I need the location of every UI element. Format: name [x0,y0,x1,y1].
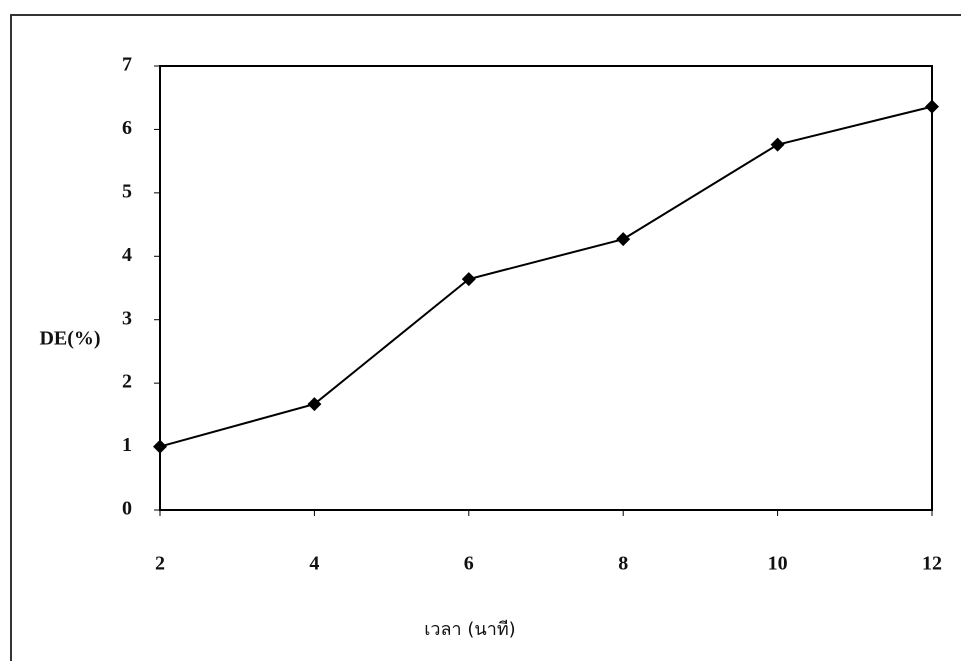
y-axis-label: DE(%) [39,328,100,350]
data-point [153,440,167,454]
data-line [160,107,932,447]
data-point [925,100,939,114]
x-tick-label: 12 [922,553,942,575]
y-tick-label: 0 [122,498,132,520]
x-axis-label: เวลา (นาที) [424,619,515,640]
y-tick-label: 5 [122,180,132,202]
x-tick-label: 2 [155,553,165,575]
y-tick-label: 3 [122,307,132,329]
x-tick-label: 8 [618,553,628,575]
outer-frame [11,15,961,661]
data-point [616,232,630,246]
y-tick-label: 2 [122,371,132,393]
x-tick-label: 4 [309,553,319,575]
y-tick-label: 6 [122,117,132,139]
plot-area [160,66,932,510]
y-tick-label: 7 [122,54,132,76]
x-tick-label: 6 [464,553,474,575]
chart: DE(%) เวลา (นาที) 0123456724681012 [0,0,961,661]
x-tick-label: 10 [768,553,788,575]
y-tick-label: 1 [122,434,132,456]
data-point [771,138,785,152]
y-tick-label: 4 [122,244,132,266]
